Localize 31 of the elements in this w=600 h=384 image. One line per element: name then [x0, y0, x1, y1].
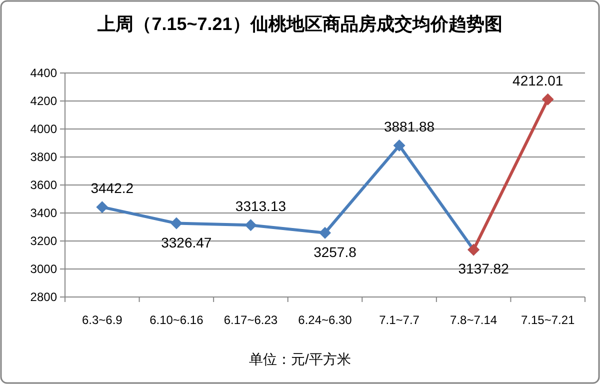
y-tick-label: 2800 — [30, 290, 58, 304]
data-label: 3257.8 — [314, 244, 357, 260]
x-axis-title: 单位：元/平方米 — [249, 351, 351, 367]
point — [393, 140, 406, 152]
data-label: 3313.13 — [235, 198, 286, 214]
data-label: 3326.47 — [161, 234, 212, 250]
y-tick-label: 3000 — [30, 262, 58, 276]
x-tick-label: 7.8~7.14 — [450, 313, 498, 327]
data-label: 4212.01 — [512, 72, 564, 88]
x-tick-label: 6.24~6.30 — [298, 313, 352, 327]
data-label: 3881.88 — [384, 118, 435, 135]
x-tick-label: 6.3~6.9 — [82, 313, 123, 327]
point — [542, 93, 554, 106]
x-tick-label: 7.1~7.7 — [379, 313, 420, 327]
data-label: 3137.82 — [458, 260, 510, 277]
point — [96, 201, 108, 214]
y-tick-label: 4400 — [30, 66, 58, 80]
y-tick-label: 4000 — [30, 122, 58, 136]
y-tick-label: 3800 — [30, 150, 58, 164]
y-tick-label: 3200 — [30, 234, 58, 248]
point — [244, 219, 257, 232]
x-tick-label: 6.10~6.16 — [150, 313, 204, 327]
x-tick-label: 7.15~7.21 — [521, 313, 576, 327]
y-tick-label: 3400 — [30, 206, 58, 220]
point — [319, 226, 331, 239]
y-tick-label: 3600 — [30, 178, 58, 192]
y-tick-label: 4200 — [30, 94, 58, 108]
point — [170, 217, 182, 230]
chart-title: 上周（7.15~7.21）仙桃地区商品房成交均价趋势图 — [96, 14, 502, 34]
x-tick-label: 6.17~6.23 — [224, 313, 278, 327]
data-label: 3442.2 — [90, 180, 134, 196]
